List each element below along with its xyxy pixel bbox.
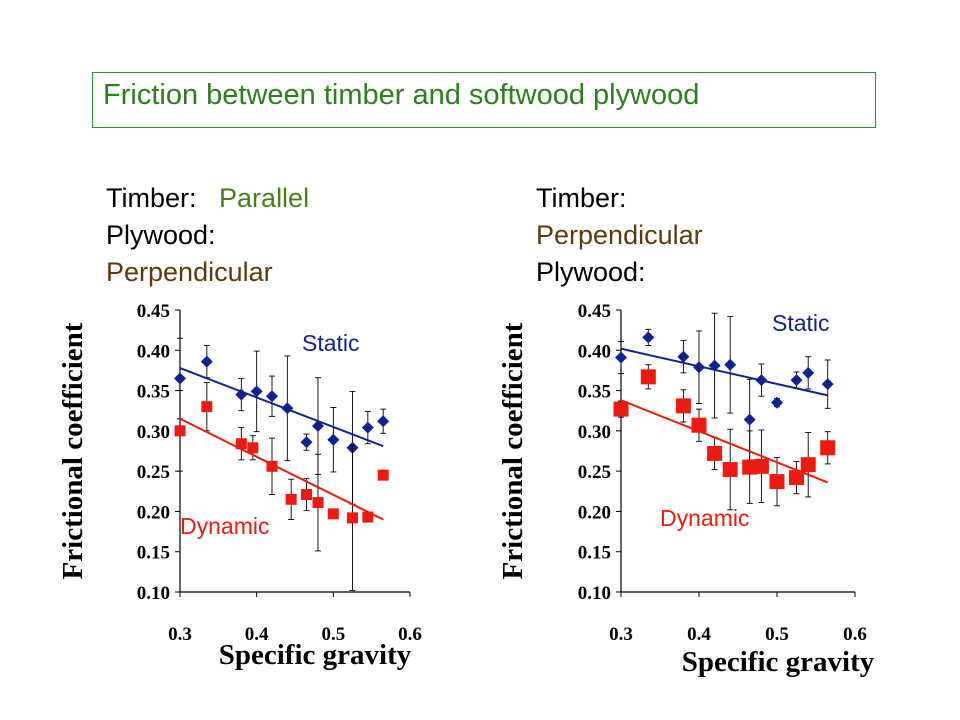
left-chart-panel: 0.45 0.40 0.35 0.30 0.25 0.20 0.15 0.10 0.3 0.4 0.… (50, 296, 470, 696)
dynamic-fit-line (620, 399, 829, 484)
y-tick-label: 0.35 (137, 382, 170, 403)
dynamic-point (707, 445, 723, 461)
y-tick-label: 0.30 (137, 422, 170, 443)
x-axis-label: Specific gravity (219, 639, 412, 671)
title-box: Friction between timber and softwood ply… (92, 72, 876, 128)
dynamic-point (362, 511, 374, 523)
left-plywood-value: Perpendicular (106, 257, 273, 287)
right-plywood-label: Plywood: (536, 257, 646, 287)
dynamic-point (613, 401, 629, 417)
dynamic-point (640, 369, 656, 385)
static-point (300, 436, 313, 449)
static-point (281, 402, 294, 415)
static-point (693, 361, 705, 374)
left-timber-label: Timber: (106, 183, 197, 213)
static-point (361, 421, 374, 434)
static-point (755, 374, 768, 387)
dynamic-point (377, 469, 389, 481)
dynamic-point (769, 474, 785, 490)
dynamic-point (347, 512, 358, 524)
dynamic-point (753, 458, 769, 474)
static-fit-line (179, 367, 384, 448)
dynamic-point (691, 417, 707, 433)
y-tick-label: 0.45 (137, 301, 170, 322)
x-tick-label: 0.5 (321, 624, 345, 645)
static-point (266, 390, 278, 403)
right-chart: 0.45 0.40 0.35 0.30 0.25 0.20 0.15 0.10 0.3 0.4 0.… (497, 301, 875, 678)
y-tick-label: 0.40 (137, 341, 170, 362)
dynamic-point (301, 489, 312, 501)
x-tick-label: 0.6 (843, 624, 867, 645)
dynamic-fit-line (179, 417, 384, 521)
dynamic-point (820, 440, 836, 456)
y-tick-label: 0.10 (578, 583, 611, 604)
static-point (677, 350, 690, 363)
dynamic-point (742, 459, 758, 475)
static-point (743, 413, 756, 426)
y-axis-label: Frictional coefficient (57, 322, 89, 579)
dynamic-point (266, 460, 278, 472)
static-point (642, 331, 655, 344)
x-tick-label: 0.5 (765, 624, 789, 645)
static-series-label: Static (302, 330, 360, 356)
dynamic-series-label: Dynamic (180, 513, 269, 539)
static-point (250, 385, 263, 398)
x-tick-label: 0.6 (398, 624, 422, 645)
y-tick-label: 0.20 (137, 502, 170, 523)
x-tick-label: 0.3 (168, 624, 192, 645)
static-point (200, 355, 213, 368)
static-point (615, 351, 627, 364)
slide-title: Friction between timber and softwood ply… (103, 79, 700, 111)
static-point (327, 433, 340, 446)
y-tick-label: 0.25 (137, 462, 170, 483)
dynamic-point (247, 442, 259, 454)
left-chart: 0.45 0.40 0.35 0.30 0.25 0.20 0.15 0.10 0.3 0.4 0.… (57, 301, 422, 671)
y-tick-label: 0.40 (578, 341, 611, 362)
y-tick-label: 0.10 (137, 583, 170, 604)
y-tick-label: 0.15 (137, 543, 170, 564)
dynamic-point (235, 438, 247, 450)
dynamic-point (174, 425, 186, 437)
static-series-label: Static (772, 310, 830, 336)
static-point (790, 374, 803, 387)
right-chart-panel: 0.45 0.40 0.35 0.30 0.25 0.20 0.15 0.10 0.3 0.4 0.… (490, 296, 920, 696)
static-point (724, 358, 737, 371)
static-point (235, 388, 248, 401)
x-axis-label: Specific gravity (682, 646, 875, 678)
left-conditions: Timber: Parallel Plywood: Perpendicular (106, 180, 309, 291)
dynamic-point (789, 470, 804, 486)
x-tick-label: 0.4 (245, 624, 269, 645)
y-tick-label: 0.20 (578, 502, 611, 523)
y-axis-label: Frictional coefficient (497, 322, 529, 579)
right-timber-label: Timber: (536, 183, 627, 213)
dynamic-point (722, 462, 738, 478)
dynamic-point (201, 401, 213, 413)
x-tick-label: 0.4 (687, 624, 711, 645)
left-timber-value: Parallel (219, 183, 310, 213)
y-tick-label: 0.15 (578, 543, 611, 564)
y-tick-label: 0.45 (578, 301, 611, 322)
dynamic-point (327, 508, 339, 520)
static-fit-line (620, 347, 828, 397)
dynamic-point (800, 457, 816, 473)
static-point (821, 378, 834, 391)
static-point (312, 420, 324, 433)
dynamic-point (312, 497, 324, 509)
dynamic-point (675, 398, 691, 414)
y-tick-label: 0.30 (578, 422, 611, 443)
static-point (377, 415, 390, 428)
x-tick-label: 0.3 (609, 624, 633, 645)
dynamic-series-label: Dynamic (660, 505, 749, 531)
right-conditions: Timber: Perpendicular Plywood: (536, 180, 703, 291)
static-point (708, 359, 721, 372)
left-plywood-label: Plywood: (106, 220, 216, 250)
dynamic-point (285, 493, 297, 505)
static-point (771, 396, 783, 409)
right-timber-value: Perpendicular (536, 220, 703, 250)
y-tick-label: 0.35 (578, 382, 611, 403)
y-tick-label: 0.25 (578, 462, 611, 483)
static-point (802, 366, 815, 379)
static-point (174, 372, 186, 385)
